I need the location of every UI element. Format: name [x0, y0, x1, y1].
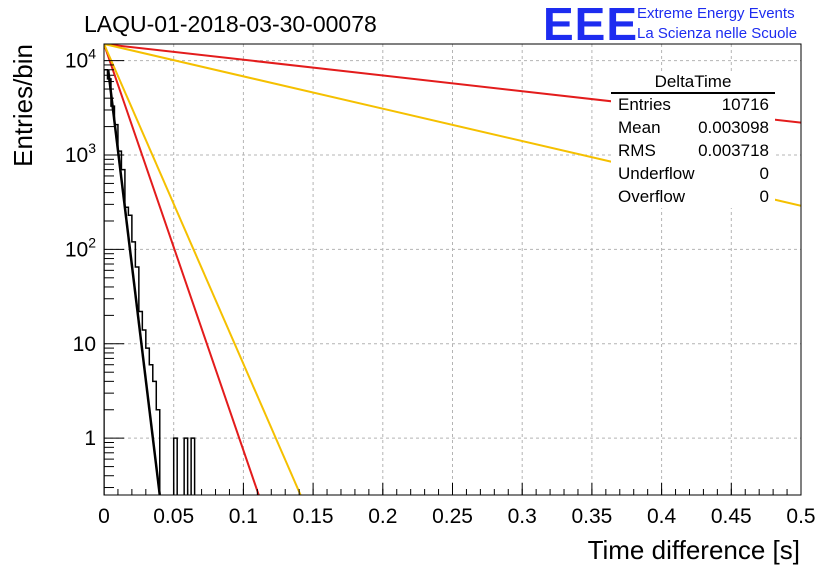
- histogram-DeltaTime: [104, 69, 196, 495]
- x-tick-label: 0.45: [711, 505, 752, 528]
- stats-label: RMS: [618, 141, 656, 160]
- x-tick-label: 0: [98, 505, 110, 528]
- x-tick-label: 0.25: [432, 505, 473, 528]
- series-fit: [106, 69, 162, 495]
- x-tick-label: 0.4: [647, 505, 677, 528]
- y-tick-label: 104: [65, 46, 96, 73]
- eee-logo-text: EEE: [543, 0, 638, 50]
- stats-box: DeltaTime Entries 10716 Mean 0.003098 RMS 0.0…: [611, 72, 775, 208]
- grid: [104, 44, 801, 495]
- x-tick-label: 0.5: [786, 505, 815, 528]
- y-tick-label: 10: [73, 333, 96, 356]
- stats-value: 10716: [722, 95, 769, 114]
- histogram-layer: [104, 69, 196, 495]
- x-tick-label: 0.1: [229, 505, 258, 528]
- y-tick-label: 1: [84, 427, 96, 450]
- y-axis-title: Entries/bin: [8, 44, 38, 167]
- stats-value: 0: [760, 164, 769, 183]
- stats-value: 0: [760, 187, 769, 206]
- x-tick-label: 0.3: [508, 505, 537, 528]
- stats-value: 0.003718: [698, 141, 769, 160]
- series-yellow-steep: [104, 44, 302, 495]
- stats-value: 0.003098: [698, 118, 769, 137]
- stats-label: Overflow: [618, 187, 686, 206]
- x-tick-label: 0.35: [571, 505, 612, 528]
- logo-line-1: Extreme Energy Events: [637, 5, 795, 22]
- x-tick-label: 0.15: [293, 505, 334, 528]
- x-axis-title: Time difference [s]: [588, 535, 800, 565]
- series-red-steep: [104, 44, 260, 495]
- stats-title: DeltaTime: [655, 72, 732, 91]
- y-axis: 1 10 102 103 104: [65, 46, 124, 489]
- stats-label: Entries: [618, 95, 671, 114]
- y-tick-label: 103: [65, 140, 96, 167]
- x-axis: 0 0.05 0.1 0.15 0.2 0.25 0.3 0.35 0.4 0.45 0.5: [98, 483, 816, 528]
- logo-line-2: La Scienza nelle Scuole: [637, 25, 797, 42]
- stats-label: Underflow: [618, 164, 695, 183]
- eee-logo: EEE Extreme Energy Events La Scienza nel…: [543, 0, 797, 50]
- chart-title: LAQU-01-2018-03-30-00078: [84, 11, 377, 37]
- stats-label: Mean: [618, 118, 661, 137]
- x-tick-label: 0.2: [368, 505, 397, 528]
- x-tick-label: 0.05: [153, 505, 194, 528]
- y-tick-label: 102: [65, 234, 96, 261]
